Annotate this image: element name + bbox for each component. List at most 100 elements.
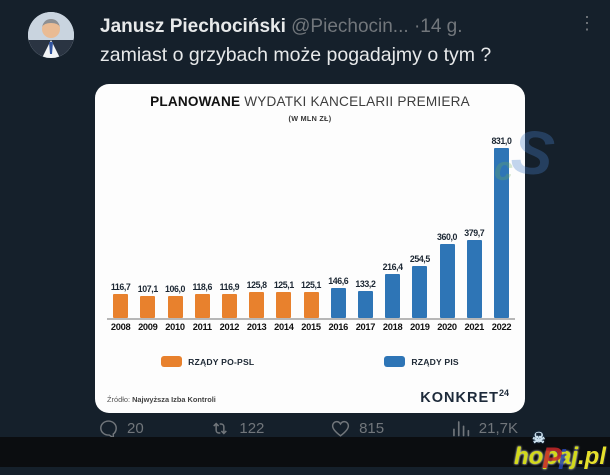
legend-item-pis: RZĄDY PIS <box>384 356 459 367</box>
years-row: 2008 2009 2010 2011 2012 2013 2014 2015 2016 2017… <box>107 322 515 332</box>
bar-value-label: 379,7 <box>464 228 485 239</box>
skull-icon: ☠ <box>532 430 546 447</box>
bars-row: 116,7 107,1 106,0 118,6 116,9 125,8 125,1 125,1… <box>107 132 515 320</box>
views-count: 21,7K <box>478 420 518 437</box>
avatar-portrait <box>28 12 74 58</box>
source-value: Najwyższa Izba Kontroli <box>132 395 216 404</box>
bar-value-label: 133,2 <box>355 278 376 289</box>
year-label: 2016 <box>328 322 348 332</box>
bar-column: 125,1 <box>270 280 297 318</box>
bar-value-label: 118,6 <box>192 281 212 292</box>
year-label: 2010 <box>165 322 185 332</box>
legend-label: RZĄDY PO-PSL <box>188 356 255 367</box>
bar <box>303 292 319 318</box>
watermark-main: hopaj <box>514 443 578 470</box>
watermark-suffix: .pl <box>578 443 606 470</box>
separator: · <box>413 16 421 37</box>
tweet-text: zamiast o grzybach może pogadajmy o tym … <box>100 44 492 66</box>
year-label: 2012 <box>219 322 240 332</box>
bar-column: 106,0 <box>161 284 188 318</box>
views-button[interactable]: 21,7K <box>450 418 518 439</box>
chart-title-bold: PLANOWANE <box>150 94 241 109</box>
bar <box>276 292 292 318</box>
author-handle[interactable]: @Piechocin... <box>291 16 409 37</box>
konkret24-logo: KONKRET24 <box>420 388 509 406</box>
bar-column: 125,8 <box>243 280 270 318</box>
bar-value-label: 254,5 <box>409 253 430 264</box>
chart-subtitle: (W MLN ZŁ) <box>288 114 332 123</box>
legend-label: RZĄDY PIS <box>411 356 459 367</box>
year-label: 2020 <box>437 322 457 332</box>
watermark: ☠ P i hopaj.pl <box>514 430 606 475</box>
bar-column: 107,1 <box>134 284 161 318</box>
heart-icon <box>331 420 350 437</box>
bar <box>357 290 373 318</box>
year-label: 2017 <box>355 322 376 332</box>
bar-column: 116,9 <box>216 282 243 318</box>
bar-column: 216,4 <box>379 262 406 318</box>
more-button[interactable]: ⋮ <box>578 14 596 32</box>
year-label: 2022 <box>491 322 512 332</box>
bar-column: 254,5 <box>406 254 433 318</box>
chart-card[interactable]: PLANOWANE WYDATKI KANCELARII PREMIERA (W… <box>95 84 525 413</box>
legend-swatch-blue <box>384 356 406 367</box>
bar <box>194 293 210 318</box>
bar-column: 133,2 <box>352 279 379 318</box>
reply-icon <box>100 420 117 439</box>
bar-value-label: 831,0 <box>491 136 512 146</box>
year-label: 2011 <box>192 322 212 332</box>
avatar[interactable] <box>28 12 74 58</box>
bar <box>466 240 482 318</box>
kebab-icon: ⋮ <box>578 13 596 33</box>
bar-value-label: 107,1 <box>137 284 158 295</box>
bar <box>412 265 428 318</box>
year-label: 2015 <box>301 322 321 332</box>
bar-value-label: 106,0 <box>165 284 186 295</box>
watermark-ghost-s: S <box>507 116 558 191</box>
bottom-strip: ☠ P i hopaj.pl <box>0 430 610 475</box>
reply-count: 20 <box>127 420 144 437</box>
bar <box>385 273 401 318</box>
watermark-ghost-i: i <box>558 444 566 475</box>
retweet-icon <box>213 422 228 435</box>
bar-value-label: 216,4 <box>382 261 403 272</box>
chart-legend: RZĄDY PO-PSL RZĄDY PIS <box>95 356 525 367</box>
bar-column: 360,0 <box>433 232 460 318</box>
bar <box>493 148 509 318</box>
bar <box>249 292 265 318</box>
like-button[interactable]: 815 <box>330 418 384 439</box>
year-label: 2014 <box>274 322 294 332</box>
bar-column: 118,6 <box>189 282 216 318</box>
konkret24-logo-sup: 24 <box>498 388 509 398</box>
bar-column: 379,7 <box>461 228 488 318</box>
year-label: 2009 <box>138 322 158 332</box>
year-label: 2008 <box>110 322 131 332</box>
bar <box>167 296 183 318</box>
bar-column: 116,7 <box>107 282 134 318</box>
bar <box>221 294 237 318</box>
retweet-button[interactable]: 122 <box>209 418 264 439</box>
bar <box>113 294 129 318</box>
watermark-ghost-p: P <box>542 442 563 475</box>
bar-value-label: 116,9 <box>219 282 240 293</box>
bar-column: 125,1 <box>297 280 324 318</box>
timestamp: 14 g. <box>420 16 463 37</box>
bar <box>330 288 346 318</box>
chart-title: PLANOWANE WYDATKI KANCELARII PREMIERA <box>95 94 525 109</box>
tweet-header: Janusz Piechociński @Piechocin... ·14 g. <box>100 16 580 38</box>
tweet-actions: 20 122 815 21,7K <box>98 418 518 439</box>
bar-value-label: 125,1 <box>273 280 294 291</box>
like-count: 815 <box>359 420 385 437</box>
watermark-ghost-c: c <box>494 150 513 188</box>
bar-column: 146,6 <box>325 276 352 318</box>
author-name[interactable]: Janusz Piechociński <box>100 16 286 37</box>
chart-title-rest: WYDATKI KANCELARII PREMIERA <box>240 94 470 109</box>
source-label: Źródło: <box>107 395 131 404</box>
reply-button[interactable]: 20 <box>98 418 144 439</box>
bar <box>140 296 156 318</box>
year-label: 2019 <box>410 322 430 332</box>
year-label: 2021 <box>464 322 485 332</box>
year-label: 2018 <box>382 322 403 332</box>
bar-value-label: 146,6 <box>328 276 349 286</box>
bar-value-label: 116,7 <box>110 282 131 293</box>
